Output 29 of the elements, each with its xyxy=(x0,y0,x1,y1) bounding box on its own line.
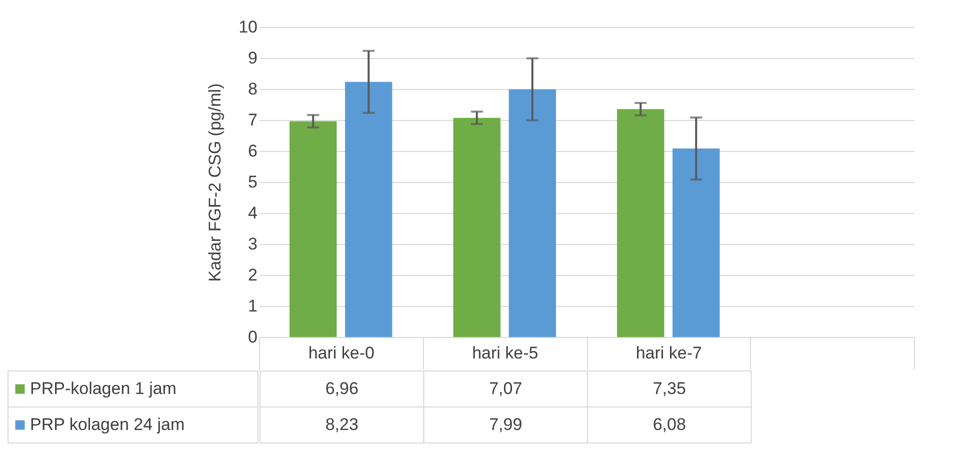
x-tick-label: hari ke-7 xyxy=(636,344,702,362)
legend-label: PRP-kolagen 1 jam xyxy=(30,379,176,398)
x-tick-label: hari ke-5 xyxy=(472,344,538,362)
bar xyxy=(672,148,720,337)
data-label: 6,08 xyxy=(652,415,686,434)
data-label: 8,23 xyxy=(325,415,358,434)
y-tick-label: 8 xyxy=(248,80,258,98)
y-tick-label: 6 xyxy=(248,142,258,160)
data-label: 7,07 xyxy=(489,379,522,398)
y-tick-label: 0 xyxy=(248,328,258,346)
y-tick-label: 9 xyxy=(248,48,258,68)
bar xyxy=(508,89,556,337)
bar xyxy=(290,121,337,337)
y-tick-label: 4 xyxy=(248,204,258,222)
data-label: 7,99 xyxy=(489,415,522,434)
data-label: 7,35 xyxy=(652,379,686,398)
y-tick-label: 7 xyxy=(248,110,258,130)
y-tick-label: 5 xyxy=(248,172,258,192)
y-tick-label: 1 xyxy=(248,296,258,316)
bar xyxy=(345,82,392,337)
data-label: 6,96 xyxy=(325,379,358,398)
legend-label: PRP kolagen 24 jam xyxy=(30,415,185,434)
y-tick-label: 10 xyxy=(238,18,258,36)
bar xyxy=(617,109,664,337)
bar xyxy=(453,118,500,337)
y-axis-title: Kadar FGF-2 CSG (pg/ml) xyxy=(206,83,225,282)
y-tick-label: 2 xyxy=(248,266,258,284)
x-tick-label: hari ke-0 xyxy=(308,344,374,362)
y-tick-label: 3 xyxy=(248,234,258,254)
